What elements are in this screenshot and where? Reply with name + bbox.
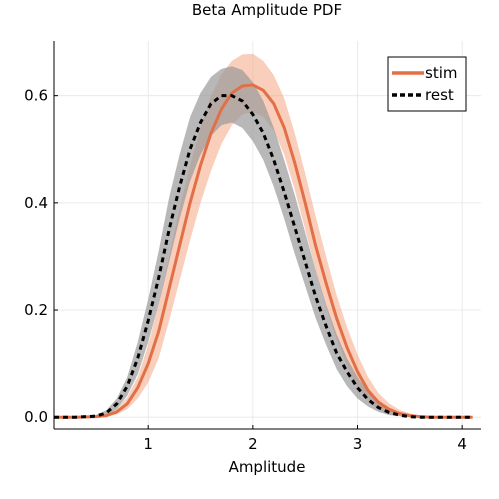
legend-box [387,56,467,112]
x-tick-label: 4 [457,435,467,453]
legend-label-stim: stim [425,64,457,82]
stim-line [54,83,473,419]
series-lines [54,83,473,419]
rest-band [54,66,473,418]
y-tick-label: 0.0 [24,408,48,426]
tick-labels: 1 2 3 4 0.0 0.2 0.4 0.6 [24,87,467,453]
x-axis-label: Amplitude [229,458,306,476]
x-tick-label: 1 [143,435,153,453]
legend-label-rest: rest [425,86,454,104]
legend: stim rest [387,56,467,112]
axes [53,41,481,430]
x-tick-label: 3 [353,435,363,453]
rest-line [54,94,473,419]
y-tick-label: 0.6 [24,87,48,105]
y-tick-label: 0.4 [24,194,48,212]
chart-title: Beta Amplitude PDF [192,1,342,19]
y-tick-label: 0.2 [24,301,48,319]
x-tick-label: 2 [248,435,258,453]
